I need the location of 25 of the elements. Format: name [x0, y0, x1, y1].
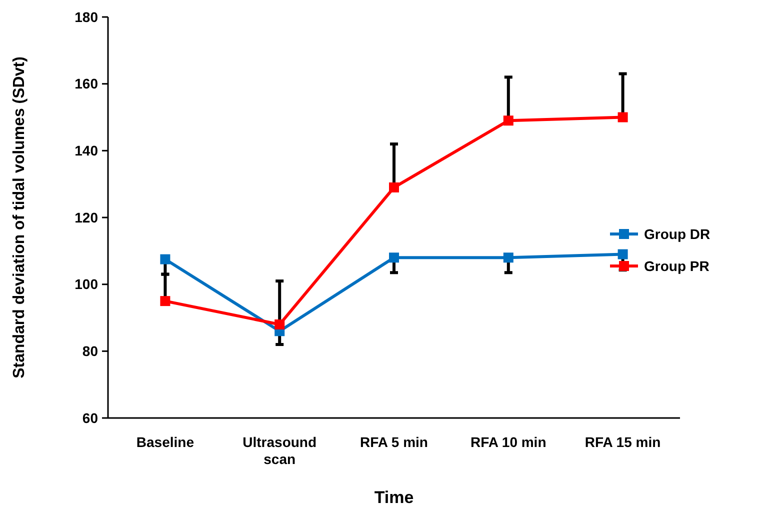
point — [389, 252, 399, 263]
x-axis-title: Time — [374, 488, 414, 506]
x-tick-label: RFA 5 min — [360, 434, 428, 450]
y-tick-label: 140 — [74, 142, 98, 159]
point — [618, 112, 628, 122]
point — [160, 296, 170, 306]
y-tick-label: 60 — [82, 410, 98, 426]
y-tick-label: 80 — [82, 343, 98, 360]
y-tick-label: 100 — [74, 276, 98, 292]
x-tick-label: RFA 10 min — [470, 434, 546, 450]
y-tick-label: 160 — [74, 76, 98, 92]
y-axis-title: Standard deviation of tidal volumes (SDvt) — [11, 56, 28, 378]
y-tick-label: 120 — [74, 209, 98, 226]
x-tick-label: Ultrasound scan — [242, 434, 317, 467]
legend-label: Group PR — [644, 258, 710, 274]
point — [160, 254, 170, 264]
y-tick-label: 180 — [74, 8, 98, 25]
point — [389, 182, 399, 192]
point — [503, 252, 514, 263]
point — [274, 319, 285, 330]
x-tick-label: Baseline — [136, 434, 194, 450]
point — [618, 249, 628, 260]
point — [503, 116, 514, 126]
legend-label: Group DR — [644, 226, 710, 242]
x-tick-label: RFA 15 min — [584, 434, 661, 450]
